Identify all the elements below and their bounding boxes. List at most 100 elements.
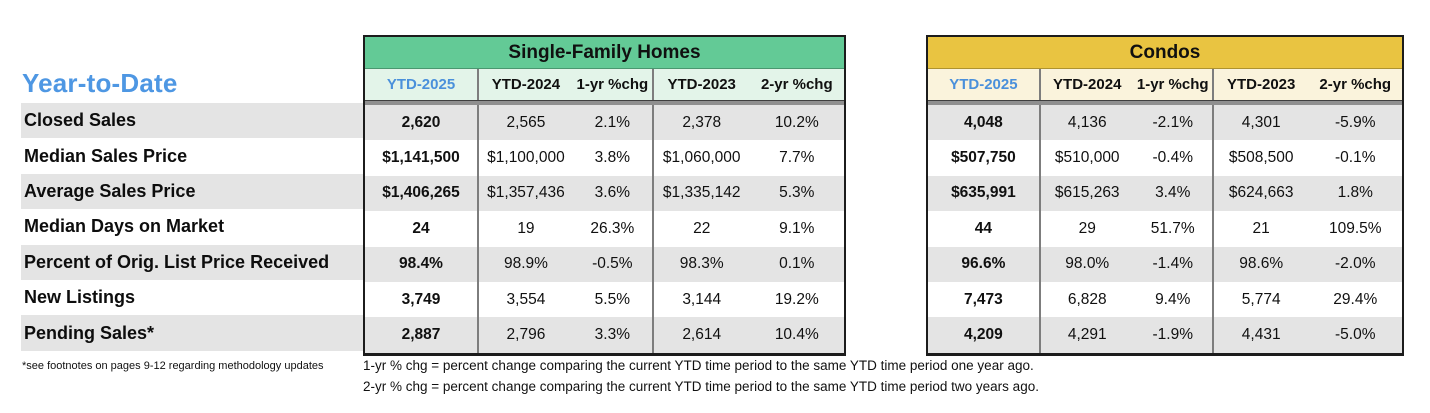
row-label-closed-sales: Closed Sales — [21, 103, 363, 139]
column-header-1yr-chg: 1-yr %chg — [1134, 69, 1214, 100]
column-header-ytd2023: YTD-2023 — [667, 76, 736, 93]
cell-ytd2023: $1,335,142 — [662, 184, 741, 202]
cell-ytd2025: 98.4% — [365, 246, 479, 282]
cell-1yr-chg: -2.1% — [1134, 105, 1214, 141]
footnote-definitions: 1-yr % chg = percent change comparing th… — [363, 355, 1039, 397]
footnote-2yr-definition: 2-yr % chg = percent change comparing th… — [363, 379, 1039, 394]
cell-1yr-chg: 51.7% — [1134, 211, 1214, 247]
metric-label-column: Closed Sales Median Sales Price Average … — [21, 103, 363, 351]
column-header-ytd2025: YTD-2025 — [928, 69, 1041, 100]
table-row: 3,749 3,554 5.5% 3,144 19.2% — [365, 281, 844, 318]
cell-1yr-chg: 26.3% — [573, 211, 654, 247]
cell-ytd2023: 3,144 — [682, 290, 722, 308]
cell-ytd2025: 2,620 — [365, 105, 479, 141]
cell-ytd2024: $510,000 — [1054, 149, 1120, 167]
cell-ytd2023: 22 — [693, 219, 711, 237]
cell-1yr-chg: -1.4% — [1134, 246, 1214, 282]
cell-2yr-chg: -2.0% — [1335, 255, 1376, 273]
cell-2yr-chg: 0.1% — [779, 255, 815, 273]
cell-ytd2025: 96.6% — [928, 246, 1041, 282]
cell-1yr-chg: 3.6% — [573, 175, 654, 212]
cell-ytd2023: 2,614 — [682, 326, 722, 344]
cell-ytd2023: 4,431 — [1241, 326, 1281, 344]
cell-1yr-chg: -0.4% — [1134, 140, 1214, 176]
single-family-homes-table: Single-Family Homes YTD-2025 YTD-2024 1-… — [363, 35, 846, 356]
cell-2yr-chg: 1.8% — [1337, 184, 1373, 202]
row-label-median-sales-price: Median Sales Price — [24, 145, 188, 166]
column-header-1yr-chg: 1-yr %chg — [573, 69, 654, 100]
header-body-divider — [365, 100, 844, 105]
row-label-median-days-on-market: Median Days on Market — [24, 216, 225, 237]
cell-ytd2025: 24 — [365, 211, 479, 247]
cell-ytd2024: 19 — [517, 219, 535, 237]
cell-2yr-chg: 19.2% — [774, 290, 819, 308]
header-body-divider — [928, 100, 1402, 105]
column-header-ytd2024: YTD-2024 — [491, 76, 561, 93]
cell-ytd2025: 3,749 — [365, 281, 479, 318]
cell-ytd2023: 21 — [1252, 219, 1270, 237]
table-row: 4,209 4,291 -1.9% 4,431 -5.0% — [928, 317, 1402, 353]
cell-2yr-chg: 10.2% — [774, 113, 819, 131]
table-title-single-family: Single-Family Homes — [365, 37, 844, 69]
cell-ytd2025: 4,048 — [928, 105, 1041, 141]
row-label-pending-sales: Pending Sales* — [21, 315, 363, 351]
cell-ytd2025: $507,750 — [928, 140, 1041, 176]
cell-ytd2023: 5,774 — [1241, 290, 1281, 308]
table-row: 98.4% 98.9% -0.5% 98.3% 0.1% — [365, 246, 844, 282]
column-header-2yr-chg: 2-yr %chg — [760, 76, 833, 93]
cell-ytd2024: $1,357,436 — [487, 184, 565, 202]
table-body: 4,048 4,136 -2.1% 4,301 -5.9% $507,750 $… — [928, 105, 1402, 353]
cell-1yr-chg: 3.4% — [1134, 175, 1214, 212]
cell-ytd2023: $1,060,000 — [662, 149, 741, 167]
column-header-ytd2025: YTD-2025 — [365, 69, 479, 100]
cell-ytd2025: $1,406,265 — [365, 175, 479, 212]
cell-ytd2025: 4,209 — [928, 317, 1041, 353]
table-row: 96.6% 98.0% -1.4% 98.6% -2.0% — [928, 246, 1402, 282]
footnote-1yr-definition: 1-yr % chg = percent change comparing th… — [363, 358, 1034, 373]
cell-1yr-chg: 3.8% — [573, 140, 654, 176]
cell-ytd2024: 6,828 — [1067, 290, 1107, 308]
table-row: 44 29 51.7% 21 109.5% — [928, 211, 1402, 247]
cell-ytd2025: $635,991 — [928, 175, 1041, 212]
cell-1yr-chg: 9.4% — [1134, 281, 1214, 318]
cell-2yr-chg: 9.1% — [779, 219, 815, 237]
footnote-methodology: *see footnotes on pages 9-12 regarding m… — [22, 360, 324, 372]
condos-table: Condos YTD-2025 YTD-2024 1-yr %chg YTD-2… — [926, 35, 1404, 356]
table-row: $1,406,265 $1,357,436 3.6% $1,335,142 5.… — [365, 175, 844, 212]
cell-ytd2025: 44 — [928, 211, 1041, 247]
column-header-ytd2023: YTD-2023 — [1226, 76, 1296, 93]
table-body: 2,620 2,565 2.1% 2,378 10.2% $1,141,500 … — [365, 105, 844, 353]
cell-ytd2025: 7,473 — [928, 281, 1041, 318]
column-header-row: YTD-2025 YTD-2024 1-yr %chg YTD-2023 2-y… — [365, 69, 844, 100]
cell-2yr-chg: -0.1% — [1335, 149, 1376, 167]
cell-ytd2024: 2,565 — [506, 113, 546, 131]
cell-1yr-chg: 5.5% — [573, 281, 654, 318]
cell-ytd2024: 3,554 — [506, 290, 546, 308]
cell-2yr-chg: -5.0% — [1335, 326, 1376, 344]
cell-ytd2024: 4,291 — [1067, 326, 1107, 344]
cell-ytd2024: 4,136 — [1067, 113, 1107, 131]
cell-ytd2025: 2,887 — [365, 317, 479, 353]
cell-ytd2024: $1,100,000 — [487, 149, 565, 167]
table-row: $1,141,500 $1,100,000 3.8% $1,060,000 7.… — [365, 140, 844, 176]
cell-1yr-chg: 2.1% — [573, 105, 654, 141]
column-header-2yr-chg: 2-yr %chg — [1319, 76, 1392, 93]
cell-ytd2024: 98.0% — [1065, 255, 1110, 273]
table-row: $635,991 $615,263 3.4% $624,663 1.8% — [928, 175, 1402, 212]
cell-2yr-chg: 7.7% — [779, 149, 815, 167]
table-row: 7,473 6,828 9.4% 5,774 29.4% — [928, 281, 1402, 318]
cell-2yr-chg: -5.9% — [1335, 113, 1376, 131]
cell-ytd2023: 98.3% — [679, 255, 724, 273]
row-label-new-listings: New Listings — [24, 287, 136, 308]
cell-ytd2024: 98.9% — [503, 255, 548, 273]
row-label-pct-orig-list-price: Percent of Orig. List Price Received — [21, 244, 363, 280]
cell-ytd2023: 4,301 — [1241, 113, 1281, 131]
column-header-row: YTD-2025 YTD-2024 1-yr %chg YTD-2023 2-y… — [928, 69, 1402, 100]
row-label-average-sales-price: Average Sales Price — [21, 173, 363, 210]
column-header-ytd2024: YTD-2024 — [1053, 76, 1122, 93]
cell-ytd2024: 2,796 — [506, 326, 546, 344]
cell-ytd2023: $508,500 — [1228, 149, 1294, 167]
cell-1yr-chg: 3.3% — [573, 317, 654, 353]
cell-ytd2023: $624,663 — [1228, 184, 1294, 202]
